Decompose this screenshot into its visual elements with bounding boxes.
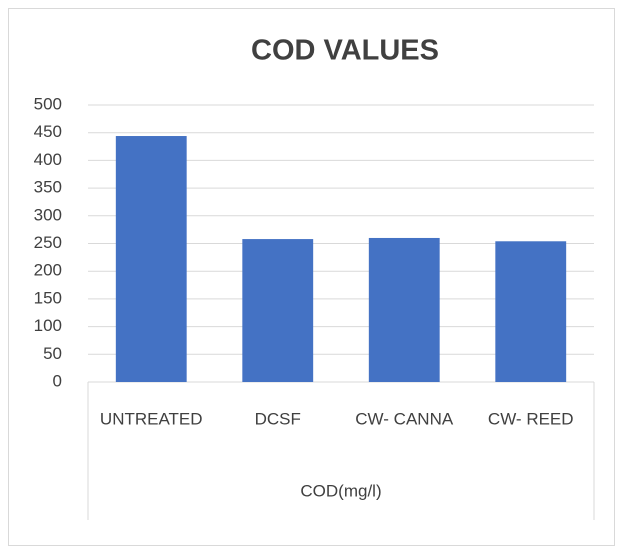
x-tick-label: CW- CANNA [355, 409, 454, 428]
y-tick-label: 500 [34, 94, 62, 113]
x-tick-label: UNTREATED [100, 409, 203, 428]
bar [242, 239, 314, 382]
bar [495, 241, 567, 382]
x-tick-label: DCSF [255, 409, 301, 428]
y-tick-label: 250 [34, 233, 62, 252]
bar [115, 136, 187, 382]
y-tick-label: 150 [34, 288, 62, 307]
y-tick-label: 300 [34, 205, 62, 224]
y-tick-label: 0 [53, 371, 62, 390]
y-tick-label: 100 [34, 316, 62, 335]
y-tick-label: 50 [43, 344, 62, 363]
x-axis-label: COD(mg/l) [300, 481, 381, 500]
x-tick-label: CW- REED [488, 409, 574, 428]
y-tick-label: 350 [34, 178, 62, 197]
y-tick-label: 200 [34, 261, 62, 280]
y-tick-label: 450 [34, 122, 62, 141]
bar [368, 237, 440, 382]
y-tick-label: 400 [34, 150, 62, 169]
chart-title: COD VALUES [251, 35, 439, 67]
